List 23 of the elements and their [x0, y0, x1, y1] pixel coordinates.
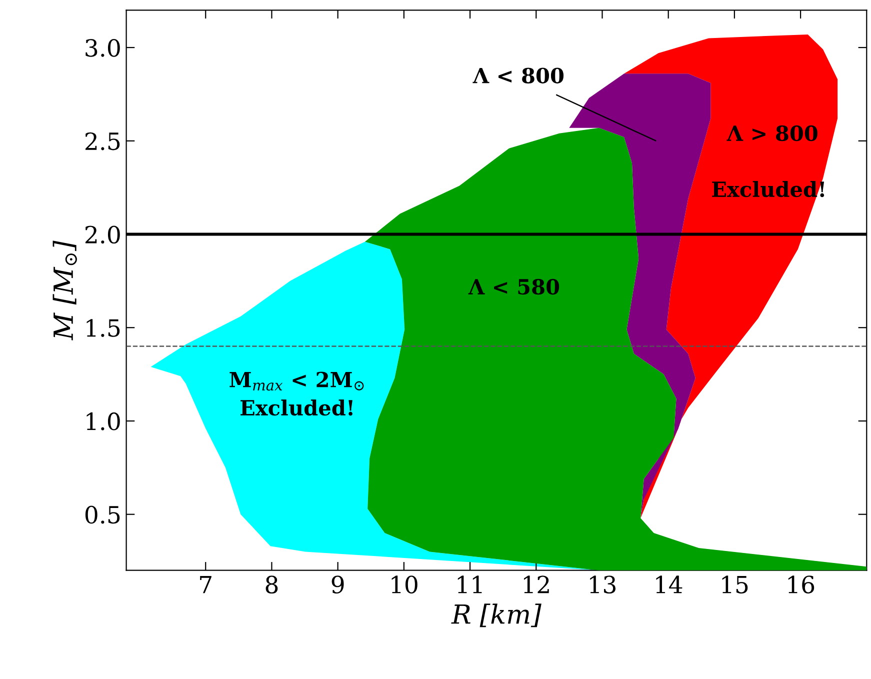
- x-tick-label: 13: [590, 576, 616, 594]
- y-tick-label: 2.5: [85, 132, 120, 150]
- y-tick-label: 1.5: [86, 319, 120, 337]
- annotation: Λ > 800: [726, 125, 818, 142]
- x-axis-title: R [km]: [451, 604, 542, 628]
- x-tick-label: 9: [332, 576, 344, 594]
- x-tick-label: 12: [524, 576, 549, 594]
- y-tick-label: 0.5: [85, 506, 120, 524]
- x-tick-label: 7: [200, 576, 212, 594]
- x-tick-label: 14: [656, 576, 682, 594]
- annotation: M$_{max}$ < 2M$_{⊙}$: [230, 372, 364, 391]
- annotation: Excluded!: [240, 400, 352, 416]
- x-tick-label: 8: [266, 576, 278, 594]
- annotation: Λ < 800: [472, 68, 564, 84]
- y-axis-title: M [M$_{⊙}$]: [52, 240, 77, 340]
- x-tick-label: 11: [458, 576, 482, 594]
- y-tick-label: 2.0: [85, 226, 120, 244]
- y-tick-label: 3.0: [86, 38, 120, 57]
- annotation: Λ < 580: [468, 278, 560, 295]
- x-tick-label: 15: [722, 576, 748, 594]
- y-tick-label: 1.0: [86, 412, 120, 430]
- x-tick-label: 16: [788, 576, 814, 594]
- x-tick-label: 10: [392, 576, 418, 594]
